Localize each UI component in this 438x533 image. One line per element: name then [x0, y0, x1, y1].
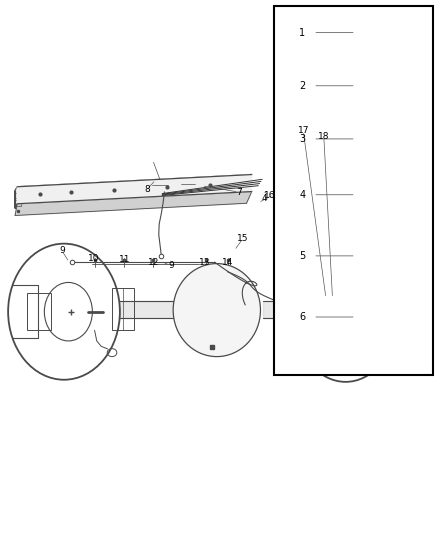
Text: 17: 17	[297, 126, 309, 135]
Bar	[152, 180, 168, 191]
Text: 7: 7	[236, 188, 241, 197]
Bar	[375, 296, 396, 349]
Text: 11: 11	[119, 255, 130, 264]
Polygon shape	[15, 191, 252, 215]
Text: 4: 4	[299, 190, 305, 200]
Text: 13: 13	[199, 259, 211, 267]
Text: 5: 5	[299, 251, 305, 261]
Text: 6: 6	[299, 312, 305, 322]
Text: 9: 9	[59, 246, 65, 255]
Text: 2: 2	[299, 81, 305, 91]
Bar	[15, 200, 21, 206]
Text: 1: 1	[299, 28, 305, 38]
Bar	[274, 6, 433, 375]
Bar	[15, 193, 21, 198]
Text: 3: 3	[299, 134, 305, 144]
Polygon shape	[14, 187, 17, 208]
Bar	[181, 179, 195, 189]
Bar	[27, 293, 51, 330]
Text: 14: 14	[222, 259, 233, 267]
Text: 15: 15	[237, 234, 249, 243]
Text: 8: 8	[144, 185, 150, 194]
Polygon shape	[17, 174, 252, 204]
Text: 10: 10	[88, 254, 99, 263]
Text: 9: 9	[168, 261, 174, 270]
Bar	[287, 288, 308, 330]
Ellipse shape	[173, 264, 261, 357]
Text: 18: 18	[318, 132, 329, 141]
Text: 12: 12	[148, 259, 159, 267]
Text: 4: 4	[262, 194, 268, 203]
Text: 16: 16	[264, 191, 275, 200]
Bar	[112, 288, 134, 330]
